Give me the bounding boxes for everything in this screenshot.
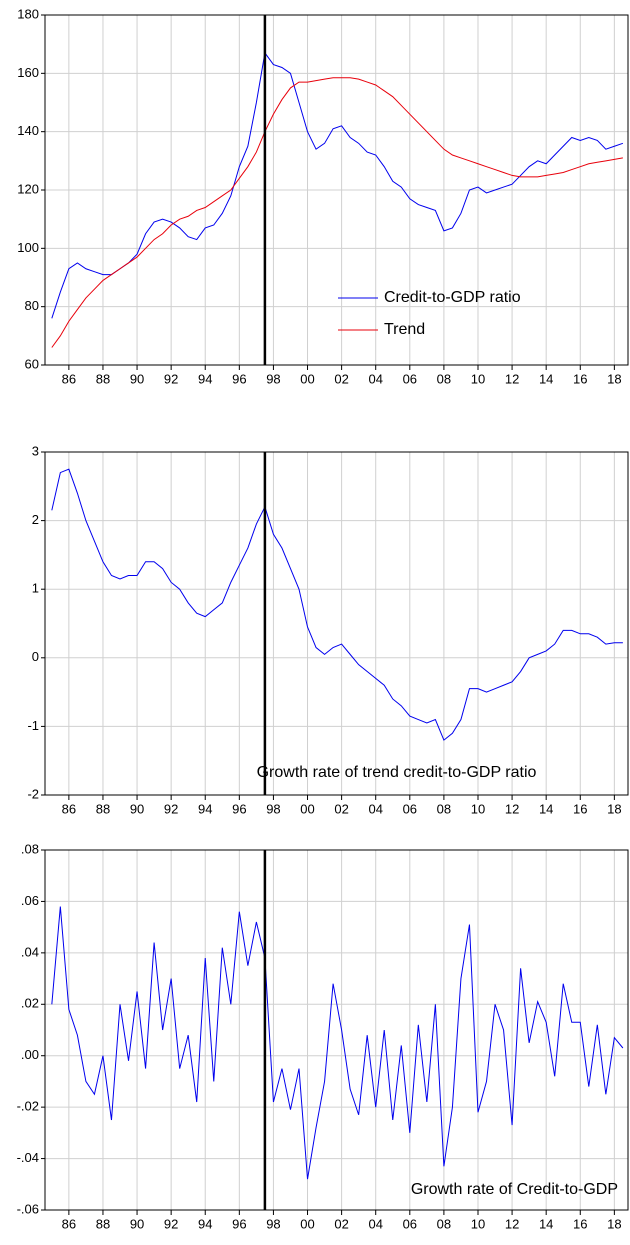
x-tick-label: 00 [300, 1216, 314, 1231]
plot-frame [44, 14, 629, 366]
data-line [51, 906, 624, 1180]
y-tick-label: 140 [17, 123, 39, 138]
y-tick-label: -2 [27, 786, 39, 801]
x-tick-label: 02 [334, 371, 348, 386]
y-tick-label: 100 [17, 240, 39, 255]
y-tick-label: 60 [25, 356, 39, 371]
x-tick-label: 18 [607, 1216, 621, 1231]
x-tick-label: 04 [368, 801, 382, 816]
x-tick-label: 18 [607, 801, 621, 816]
x-tick-label: 90 [130, 801, 144, 816]
data-line [51, 77, 623, 348]
x-tick-label: 00 [300, 371, 314, 386]
x-tick-label: 86 [62, 801, 76, 816]
x-tick-label: 04 [368, 371, 382, 386]
plot-frame [44, 849, 629, 1211]
y-tick-label: 180 [17, 6, 39, 21]
x-tick-label: 16 [573, 371, 587, 386]
y-tick-label: 80 [25, 298, 39, 313]
x-tick-label: 94 [198, 371, 212, 386]
y-tick-label: -1 [27, 718, 39, 733]
x-tick-label: 86 [62, 371, 76, 386]
y-tick-label: .04 [21, 944, 39, 959]
legend-label: Trend [384, 321, 425, 338]
x-tick-label: 08 [437, 801, 451, 816]
y-tick-label: 0 [32, 649, 39, 664]
annotation: Growth rate of Credit-to-GDP [411, 1181, 618, 1198]
y-tick-label: .06 [21, 893, 39, 908]
annotation: Growth rate of trend credit-to-GDP ratio [257, 764, 537, 781]
x-tick-label: 98 [266, 801, 280, 816]
x-tick-label: 12 [505, 371, 519, 386]
x-tick-label: 90 [130, 371, 144, 386]
y-tick-label: .02 [21, 996, 39, 1011]
x-tick-label: 14 [539, 1216, 553, 1231]
x-tick-label: 06 [403, 801, 417, 816]
x-tick-label: 02 [334, 1216, 348, 1231]
y-tick-label: .08 [21, 841, 39, 856]
x-tick-label: 14 [539, 371, 553, 386]
y-tick-label: 2 [32, 512, 39, 527]
y-tick-label: .00 [21, 1047, 39, 1062]
x-tick-label: 10 [471, 1216, 485, 1231]
y-tick-label: 160 [17, 65, 39, 80]
x-tick-label: 12 [505, 801, 519, 816]
x-tick-label: 04 [368, 1216, 382, 1231]
x-tick-label: 96 [232, 1216, 246, 1231]
y-tick-label: -.02 [17, 1099, 39, 1114]
plot-frame [44, 451, 629, 796]
legend-label: Credit-to-GDP ratio [384, 289, 521, 306]
x-tick-label: 92 [164, 371, 178, 386]
x-tick-label: 18 [607, 371, 621, 386]
y-tick-label: -.04 [17, 1150, 39, 1165]
x-tick-label: 96 [232, 371, 246, 386]
x-tick-label: 08 [437, 371, 451, 386]
x-tick-label: 16 [573, 801, 587, 816]
x-tick-label: 06 [403, 1216, 417, 1231]
data-line [51, 51, 624, 319]
y-tick-label: 1 [32, 581, 39, 596]
x-tick-label: 96 [232, 801, 246, 816]
x-tick-label: 98 [266, 371, 280, 386]
x-tick-label: 88 [96, 371, 110, 386]
y-tick-label: 3 [32, 443, 39, 458]
x-tick-label: 98 [266, 1216, 280, 1231]
x-tick-label: 08 [437, 1216, 451, 1231]
y-tick-label: -.06 [17, 1201, 39, 1216]
x-tick-label: 06 [403, 371, 417, 386]
x-tick-label: 10 [471, 801, 485, 816]
x-tick-label: 16 [573, 1216, 587, 1231]
x-tick-label: 92 [164, 1216, 178, 1231]
x-tick-label: 88 [96, 801, 110, 816]
x-tick-label: 92 [164, 801, 178, 816]
x-tick-label: 12 [505, 1216, 519, 1231]
x-tick-label: 00 [300, 801, 314, 816]
y-tick-label: 120 [17, 181, 39, 196]
x-tick-label: 94 [198, 1216, 212, 1231]
x-tick-label: 90 [130, 1216, 144, 1231]
x-tick-label: 10 [471, 371, 485, 386]
x-tick-label: 14 [539, 801, 553, 816]
data-line [51, 468, 623, 741]
x-tick-label: 94 [198, 801, 212, 816]
x-tick-label: 88 [96, 1216, 110, 1231]
x-tick-label: 02 [334, 801, 348, 816]
x-tick-label: 86 [62, 1216, 76, 1231]
